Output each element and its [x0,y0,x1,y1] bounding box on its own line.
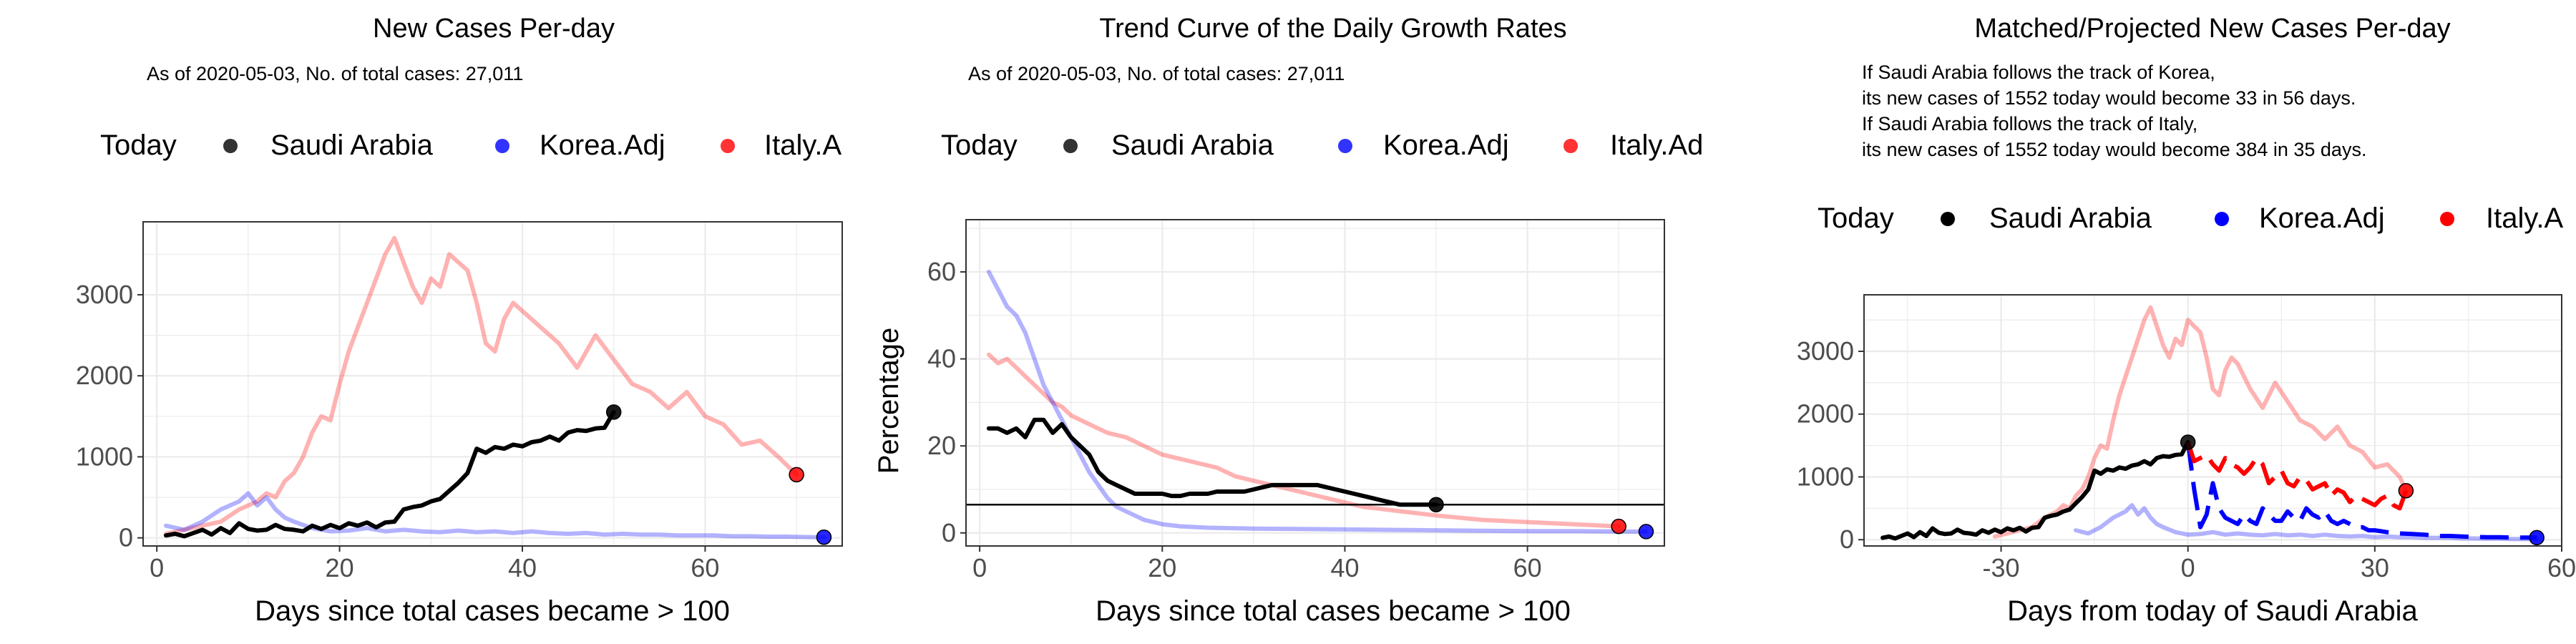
panel2-ticks: 0 20 40 60 0 20 40 60 [927,257,1542,582]
today-marker-korea-adj-projected [2529,530,2545,546]
panel2-legend-korea-label: Korea.Adj [1383,130,1509,161]
x-tick-label: 60 [2547,553,2576,582]
panel3-plot-border [1863,294,2562,547]
series-line-saudi-arabia [986,417,1438,507]
x-tick-label: 40 [1330,553,1359,582]
panel1-ticks: 0 20 40 60 0 1000 2000 3000 [76,280,720,582]
series-line-italy-a-matched [1992,305,2409,539]
panel2-legend-title: Today [941,130,1018,161]
panel3-ticks: -30 0 30 60 0 1000 2000 3000 [1797,336,2576,582]
panel2-subtitle: As of 2020-05-03, No. of total cases: 27… [968,63,1345,84]
panel1-title: New Cases Per-day [373,14,615,44]
y-tick-label: 1000 [1797,462,1854,491]
y-tick-label: 0 [119,523,133,552]
y-tick-label: 2000 [1797,399,1854,429]
y-tick-label: 1000 [76,441,133,471]
x-tick-label: 30 [2361,553,2389,582]
panel1-legend-korea-label: Korea.Adj [540,130,665,161]
today-marker-italy-a-projected [2398,483,2414,499]
panel2-plot-border [965,219,1665,547]
panel3-series [1880,305,2545,546]
panel3-legend-title: Today [1818,203,1894,234]
panel3-legend-korea-label: Korea.Adj [2259,203,2385,234]
panel1-xlabel: Days since total cases became > 100 [255,595,730,627]
y-tick-label: 0 [1840,525,1854,554]
panel2-title: Trend Curve of the Daily Growth Rates [1099,14,1566,44]
series-line-italy-ad [986,352,1621,529]
panel2-legend-saudi-label: Saudi Arabia [1111,130,1274,161]
series-line-korea-adj-projected [2185,441,2537,540]
today-marker-korea-adj [1638,524,1654,540]
panel2-legend-italy-label: Italy.Ad [1610,130,1703,161]
panel3-legend-italy-label: Italy.A [2486,203,2564,234]
panel-new-cases: New Cases Per-day As of 2020-05-03, No. … [76,14,843,627]
panel1-legend: Saudi Arabia Korea.Adj Italy.A [223,130,842,161]
panel1-legend-italy-label: Italy.A [764,130,842,161]
panel3-legend-korea-key [2215,212,2229,226]
panel1-subtitle: As of 2020-05-03, No. of total cases: 27… [147,63,523,84]
x-tick-label: 0 [2181,553,2195,582]
today-marker-saudi-arabia [605,404,622,420]
series-line-italy-a [163,235,799,536]
panel2-legend-italy-key [1563,139,1578,153]
x-tick-label: 60 [691,553,719,582]
panel3-legend-saudi-key [1941,212,1955,226]
today-marker-saudi-arabia [1428,497,1444,512]
panel2-ylabel: Percentage [873,328,904,474]
panel3-xlabel: Days from today of Saudi Arabia [2007,595,2418,627]
panel3-title: Matched/Projected New Cases Per-day [1974,14,2450,44]
series-line-italy-a-projected [2185,441,2409,511]
series-line-saudi-arabia [1880,440,2190,541]
panel3-annotation-line-4: its new cases of 1552 today would become… [1862,139,2366,160]
y-tick-label: 40 [927,344,956,374]
panel2-xlabel: Days since total cases became > 100 [1096,595,1571,627]
today-marker-saudi-arabia [2180,434,2196,450]
today-marker-italy-a [789,467,804,483]
panel1-legend-saudi-label: Saudi Arabia [270,130,434,161]
panel2-legend: Saudi Arabia Korea.Adj Italy.Ad [1063,130,1703,161]
today-marker-italy-ad [1611,518,1626,535]
y-tick-label: 3000 [76,280,133,309]
series-line-saudi-arabia [163,409,616,539]
y-tick-label: 20 [927,431,956,460]
panel1-gridlines [143,222,842,546]
panel1-legend-saudi-key [223,139,238,153]
y-tick-label: 0 [942,518,956,547]
panel1-legend-title: Today [100,130,177,161]
panel1-legend-italy-key [721,139,735,153]
panel-growth-rates: Trend Curve of the Daily Growth Rates As… [873,14,1703,627]
series-line-korea-adj [986,270,1649,534]
x-tick-label: 20 [1148,553,1176,582]
panel3-annotation-line-1: If Saudi Arabia follows the track of Kor… [1862,62,2215,83]
panel3-annotation-line-2: its new cases of 1552 today would become… [1862,87,2356,109]
x-tick-label: -30 [1983,553,2020,582]
panel2-legend-saudi-key [1063,139,1078,153]
x-tick-label: 40 [508,553,537,582]
panel2-legend-korea-key [1338,139,1352,153]
panel1-plot-border [142,221,843,547]
panel1-series [163,235,832,545]
panel3-gridlines [1864,295,2563,546]
panel2-gridlines [966,220,1664,546]
y-tick-label: 2000 [76,361,133,390]
panel1-legend-korea-key [495,139,509,153]
panel3-legend: Saudi Arabia Korea.Adj Italy.A [1941,203,2564,234]
panel3-legend-italy-key [2440,212,2454,226]
panel-projected-cases: Matched/Projected New Cases Per-day If S… [1797,14,2576,627]
panel3-annotation-line-3: If Saudi Arabia follows the track of Ita… [1862,113,2197,135]
x-tick-label: 20 [326,553,354,582]
today-marker-korea-adj [816,530,832,545]
x-tick-label: 0 [150,553,164,582]
series-line-korea-adj [163,491,826,540]
panel3-legend-saudi-label: Saudi Arabia [1989,203,2152,234]
y-tick-label: 3000 [1797,336,1854,366]
panel3-annotation: If Saudi Arabia follows the track of Kor… [1862,62,2366,160]
panel2-series [966,270,1664,540]
y-tick-label: 60 [927,257,956,286]
x-tick-label: 0 [972,553,987,582]
x-tick-label: 60 [1513,553,1542,582]
